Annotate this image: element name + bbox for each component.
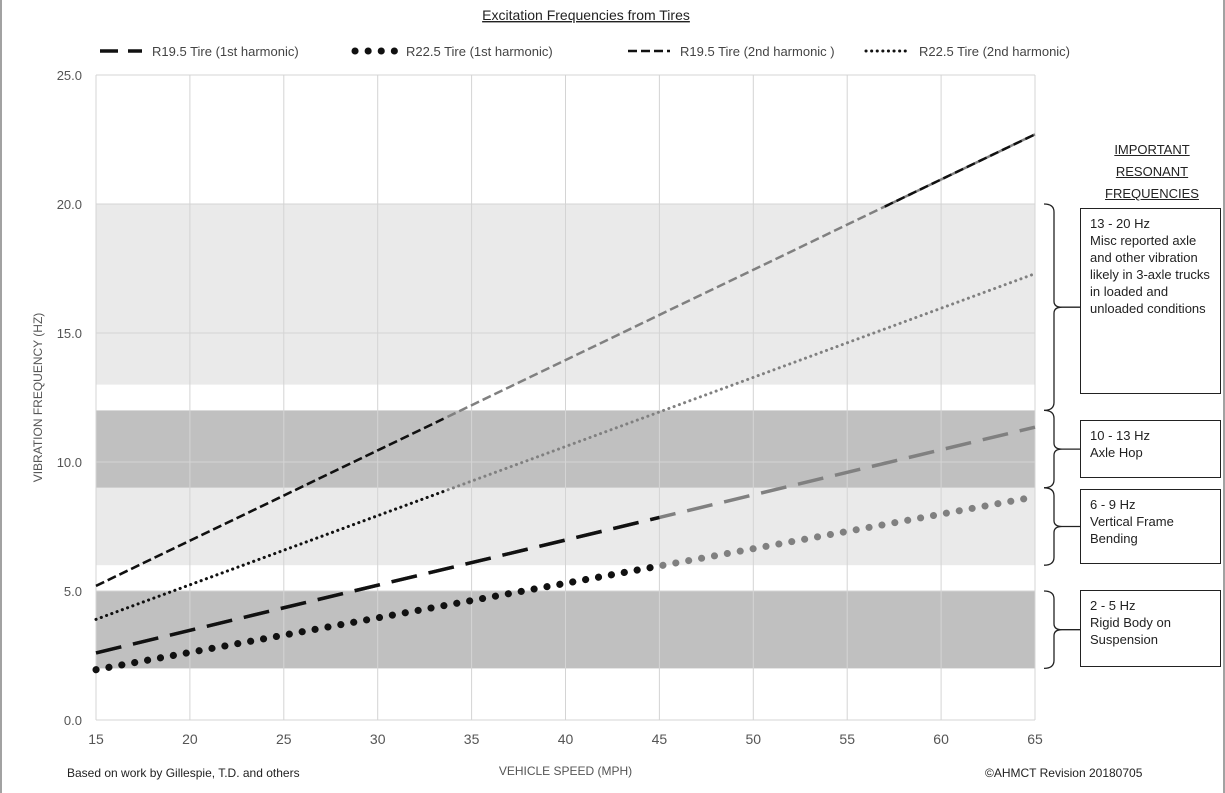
x-tick-label: 40 [558, 731, 574, 747]
band-label-13-20hz: 13 - 20 Hz Misc reported axle and other … [1080, 208, 1221, 394]
resonant-frequencies-title: IMPORTANT RESONANT FREQUENCIES [1105, 142, 1199, 201]
x-tick-label: 45 [652, 731, 668, 747]
x-tick-label: 20 [182, 731, 198, 747]
legend-label-1: R22.5 Tire (1st harmonic) [406, 44, 553, 59]
footer-credit: Based on work by Gillespie, T.D. and oth… [67, 766, 300, 780]
x-tick-label: 15 [88, 731, 104, 747]
x-tick-label: 25 [276, 731, 292, 747]
y-tick-label: 10.0 [57, 455, 82, 470]
x-tick-label: 50 [746, 731, 762, 747]
series-line-2-dark-end [884, 133, 1036, 208]
series-line-3-dark-segment [94, 489, 445, 621]
series-line-0-dark-segment [95, 515, 660, 655]
legend-label-0: R19.5 Tire (1st harmonic) [152, 44, 299, 59]
footer-revision: ©AHMCT Revision 20180705 [985, 766, 1143, 780]
series-line-1-dark-segment [92, 562, 663, 674]
legend-label-3: R22.5 Tire (2nd harmonic) [919, 44, 1070, 59]
band-label-2-5hz: 2 - 5 Hz Rigid Body on Suspension [1080, 590, 1221, 667]
brace-6-9hz [1043, 487, 1063, 566]
x-axis-label: VEHICLE SPEED (MPH) [499, 764, 632, 778]
brace-10-13hz [1043, 409, 1063, 489]
x-tick-label: 60 [933, 731, 949, 747]
y-tick-label: 15.0 [57, 326, 82, 341]
x-tick-label: 55 [839, 731, 855, 747]
y-tick-label: 25.0 [57, 68, 82, 83]
brace-2-5hz [1043, 590, 1063, 670]
y-axis-label: VIBRATION FREQUENCY (HZ) [31, 313, 45, 483]
x-tick-label: 35 [464, 731, 480, 747]
band-label-10-13hz: 10 - 13 Hz Axle Hop [1080, 420, 1221, 478]
y-tick-label: 5.0 [64, 584, 82, 599]
x-tick-label: 30 [370, 731, 386, 747]
y-tick-label: 20.0 [57, 197, 82, 212]
chart-title: Excitation Frequencies from Tires [482, 7, 690, 23]
x-tick-label: 65 [1027, 731, 1043, 747]
legend-label-2: R19.5 Tire (2nd harmonic ) [680, 44, 835, 59]
brace-13-20hz [1043, 203, 1063, 412]
y-tick-label: 0.0 [64, 713, 82, 728]
band-label-6-9hz: 6 - 9 Hz Vertical Frame Bending [1080, 489, 1221, 564]
